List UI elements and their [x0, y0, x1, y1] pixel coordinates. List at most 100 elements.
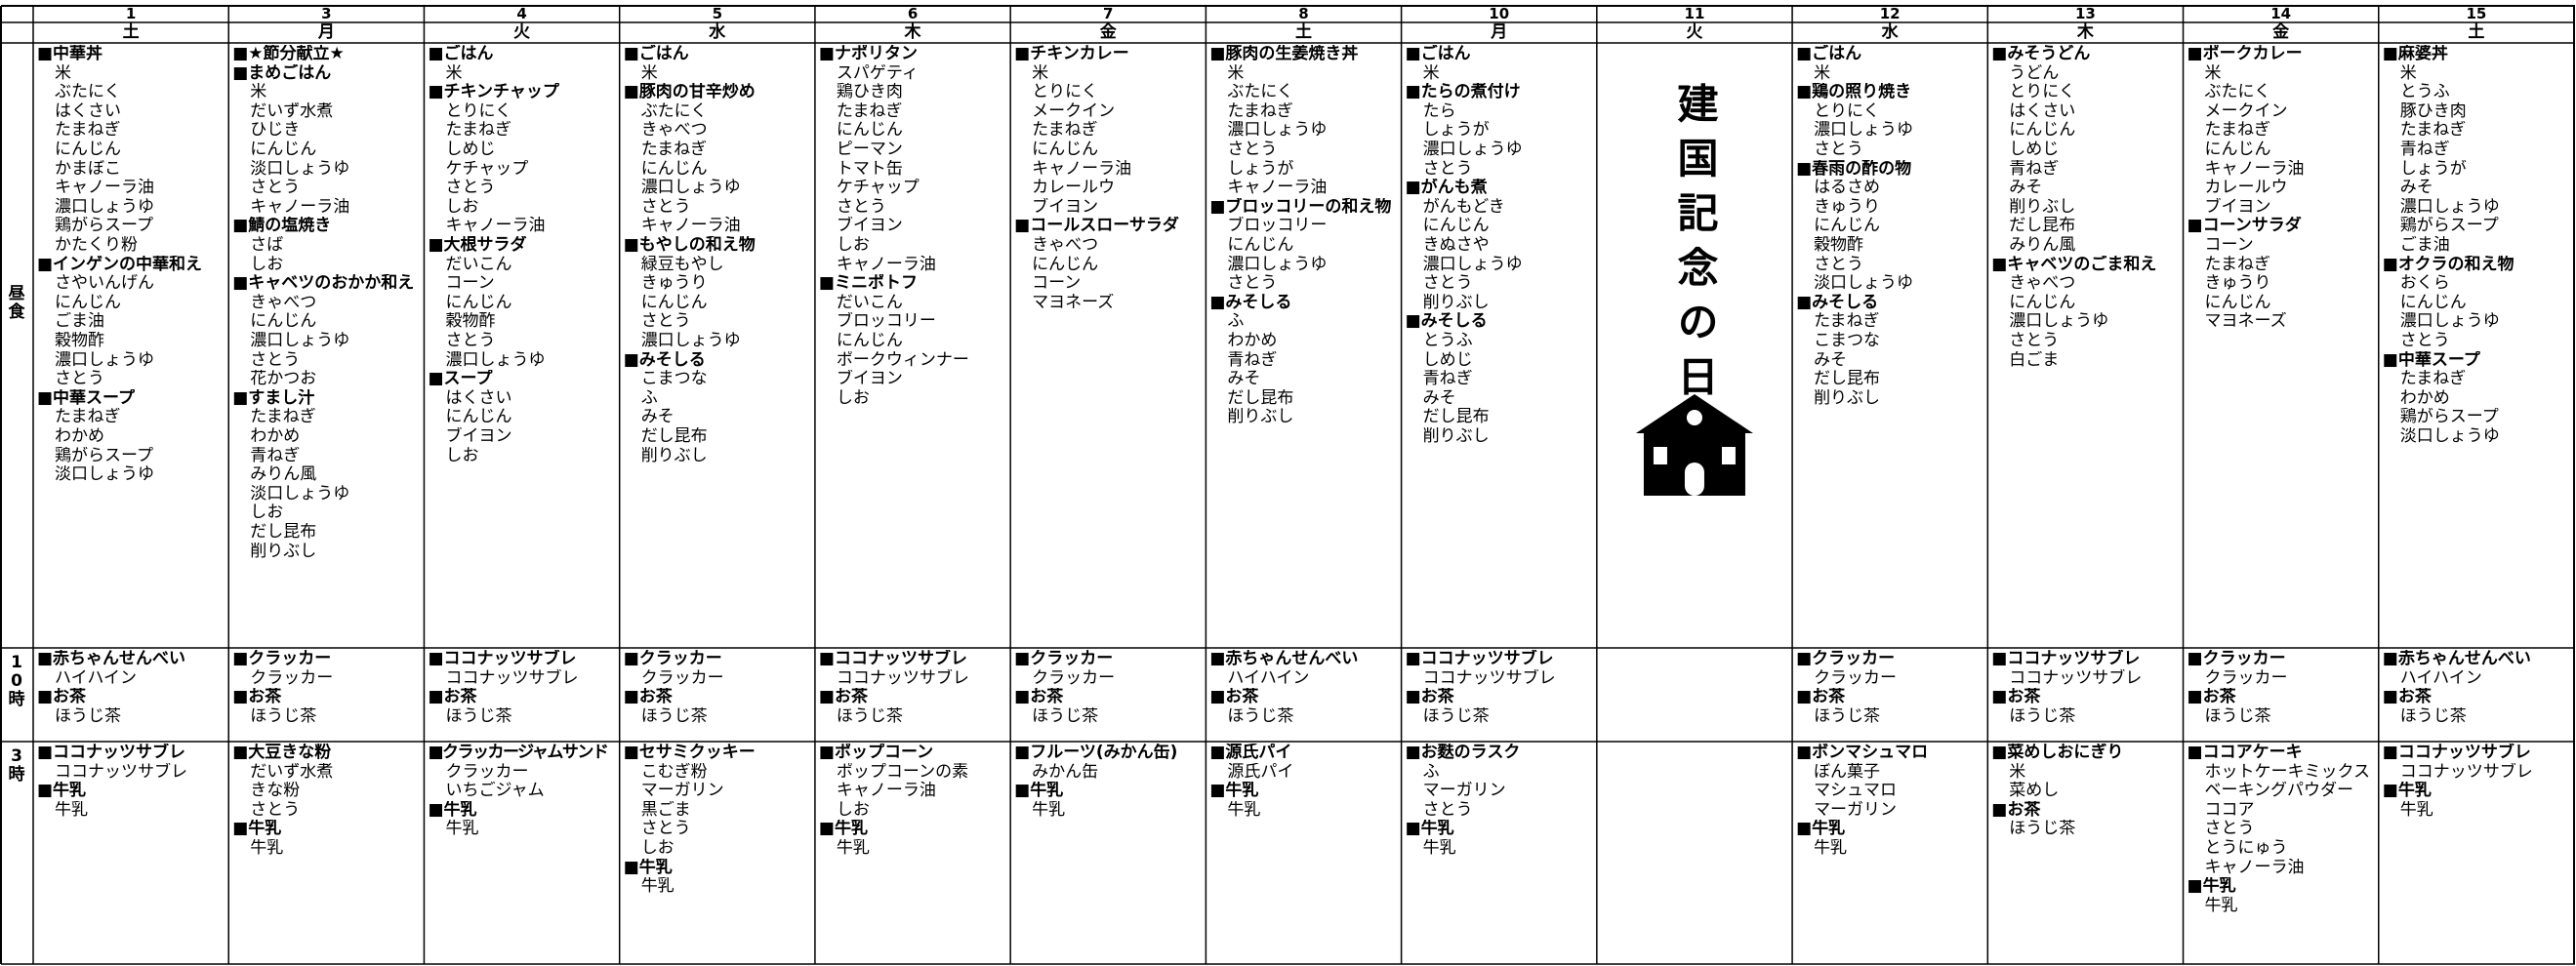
dish-name: ■キャベツのおかか和え	[232, 274, 415, 294]
ingredient: しめじ	[2009, 141, 2060, 159]
ingredient: 緑豆もやし	[640, 255, 724, 274]
ingredient: しお	[445, 446, 479, 465]
dish-name: ■お茶	[1991, 800, 2041, 820]
dish-name: ■牛乳	[1796, 820, 1846, 839]
ingredient: みそ	[1227, 370, 1261, 389]
ingredient: 濃口しょうゆ	[640, 332, 741, 350]
dish-name: ■お茶	[37, 688, 87, 707]
dish-name: ■大根サラダ	[428, 236, 527, 255]
ingredient: ココナッツサブレ	[445, 668, 579, 688]
ingredient: かたくり粉	[55, 236, 138, 255]
dish-name: ■赤ちゃんせんべい	[2382, 650, 2531, 668]
ingredient: ブイヨン	[836, 370, 903, 389]
dish-name: ■中華スープ	[37, 388, 136, 408]
ingredient: わかめ	[1227, 332, 1278, 350]
ingredient: キャノーラ油	[445, 217, 546, 236]
dish-name: ■みそしる	[623, 350, 706, 370]
ingredient: 鶏がらスープ	[55, 446, 153, 465]
ingredient: しょうが	[1422, 121, 1490, 141]
ingredient: 濃口しょうゆ	[1422, 255, 1523, 274]
ingredient: トマト缶	[836, 159, 903, 179]
ingredient: にんじん	[2204, 141, 2271, 159]
dish-name: ■牛乳	[818, 820, 868, 839]
dish-name: ■菜めしおにぎり	[1991, 744, 2124, 762]
ingredient: だいこん	[445, 255, 512, 274]
date: 12	[1879, 6, 1901, 22]
dish-name: ■クラッカー	[2187, 650, 2286, 668]
ingredient: にんじん	[1032, 255, 1099, 274]
dish-name: ■中華丼	[37, 45, 103, 63]
dish-name: ■コールスローサラダ	[1014, 217, 1179, 236]
ingredient: マーガリン	[640, 782, 724, 801]
weekday: 金	[2272, 22, 2290, 42]
ingredient: カレールウ	[2204, 179, 2288, 198]
ingredient: にんじん	[55, 141, 121, 159]
ingredient: ほうじ茶	[2009, 820, 2076, 839]
ingredient: にんじん	[55, 293, 121, 312]
ingredient: にんじん	[640, 159, 708, 179]
dish-name: ■チキンカレー	[1014, 45, 1129, 63]
ingredient: だし昆布	[640, 427, 708, 446]
weekday: 月	[1491, 22, 1508, 42]
ingredient: きゅうり	[2204, 274, 2271, 294]
ingredient: スパゲティ	[836, 63, 919, 83]
dish-name: ■牛乳	[428, 800, 477, 820]
dish-name: ■豚肉の甘辛炒め	[623, 83, 756, 102]
ingredient: こまつな	[1814, 332, 1881, 350]
ingredient: 米	[1814, 63, 1831, 83]
ingredient: さとう	[640, 820, 691, 839]
ingredient: 牛乳	[1032, 800, 1066, 820]
date: 5	[712, 6, 723, 22]
ingredient: ポークウィンナー	[836, 350, 969, 370]
ingredient: ブイヨン	[2204, 197, 2271, 217]
ingredient: 削りぶし	[250, 542, 317, 561]
ingredient: 米	[445, 63, 463, 83]
date: 8	[1298, 6, 1309, 22]
ingredient: キャノーラ油	[55, 179, 154, 198]
date: 13	[2074, 6, 2096, 22]
dish-name: ■★節分献立★	[232, 45, 345, 63]
dish-name: ■お茶	[1405, 688, 1454, 707]
ingredient: にんじん	[836, 332, 903, 350]
dish-name: ■ごはん	[428, 45, 494, 63]
ingredient: とうふ	[2399, 83, 2450, 102]
dish-name: ■キャベツのごま和え	[1991, 255, 2157, 274]
ingredient: にんじん	[1422, 217, 1490, 236]
ingredient: さとう	[1814, 255, 1864, 274]
dish-name: ■牛乳	[1405, 820, 1454, 839]
ingredient: にんじん	[2009, 293, 2076, 312]
dish-name: ■ポップコーン	[818, 744, 934, 762]
ingredient: みそ	[640, 408, 675, 427]
ingredient: ぶたにく	[2204, 83, 2271, 102]
ingredient: ほうじ茶	[836, 706, 903, 726]
ingredient: 牛乳	[1814, 839, 1848, 858]
ingredient: とうにゅう	[2204, 839, 2288, 858]
ingredient: キャノーラ油	[640, 217, 741, 236]
ingredient: さとう	[250, 800, 301, 820]
ingredient: さとう	[2204, 820, 2255, 839]
ingredient: ひじき	[250, 121, 301, 141]
ingredient: にんじん	[1814, 217, 1881, 236]
ingredient: たまねぎ	[2399, 121, 2467, 141]
ingredient: 穀物酢	[55, 332, 104, 350]
ingredient: 米	[250, 83, 267, 102]
ingredient: 菜めし	[2009, 782, 2060, 801]
ingredient: にんじん	[2009, 121, 2076, 141]
ingredient: 米	[2009, 762, 2026, 782]
ingredient: さとう	[640, 312, 691, 332]
dish-name: ■ボンマシュマロ	[1796, 744, 1929, 762]
ingredient: かまぼこ	[55, 159, 121, 179]
ingredient: ほうじ茶	[250, 706, 317, 726]
date: 6	[907, 6, 919, 22]
dish-name: ■牛乳	[232, 820, 282, 839]
ingredient: みかん缶	[1032, 762, 1099, 782]
ingredient: ココア	[2204, 800, 2255, 820]
ingredient: ココナッツサブレ	[2399, 762, 2533, 782]
ingredient: ほうじ茶	[1422, 706, 1490, 726]
ingredient: しょうが	[1227, 159, 1294, 179]
dish-name: ■ココナッツサブレ	[2382, 744, 2531, 762]
dish-name: ■クラッカー	[1014, 650, 1114, 668]
ingredient: 青ねぎ	[250, 446, 301, 465]
ingredient: 源氏パイ	[1227, 762, 1294, 782]
ingredient: にんじん	[2204, 293, 2271, 312]
